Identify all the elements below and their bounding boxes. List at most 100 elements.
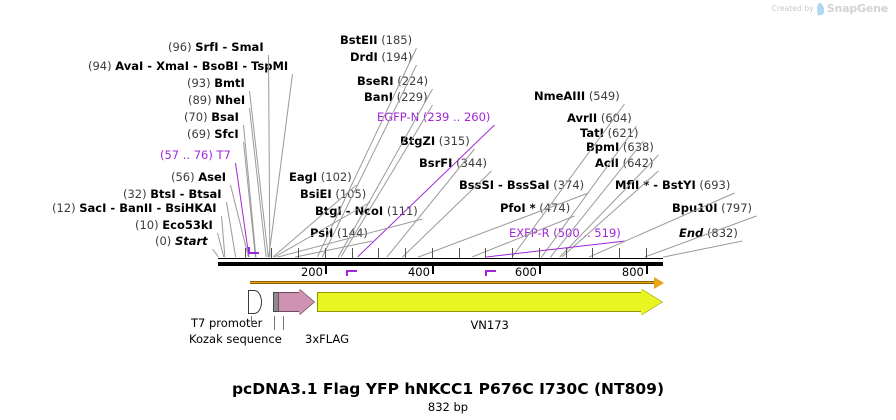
site-label-s11[interactable]: (0) Start [155, 234, 208, 248]
site-name: BsrFI [419, 156, 453, 170]
site-name: End [679, 226, 704, 240]
site-position: (111) [386, 204, 418, 218]
feature-caption-stem [283, 316, 284, 330]
ruler-minor-tick [566, 248, 567, 258]
site-position: (621) [607, 126, 639, 140]
primer-span-bar [345, 270, 358, 272]
site-name: T7 [216, 148, 231, 162]
site-name: Bpu10I [672, 201, 718, 215]
site-label-s22[interactable]: PsiI (144) [310, 226, 368, 240]
site-label-s7[interactable]: (56) AseI [171, 171, 226, 183]
site-name: BtgZI [400, 134, 436, 148]
ruler-minor-tick [646, 248, 647, 258]
promoter-caption-stem [251, 316, 252, 326]
site-separator: - [649, 178, 663, 192]
site-name: BsoBI [201, 59, 239, 73]
site-label-s31[interactable]: MflI * - BstYI (693) [615, 178, 730, 192]
site-separator: - [143, 59, 157, 73]
site-name: BtgI [315, 204, 342, 218]
site-label-s10[interactable]: (10) Eco53kI [135, 219, 213, 231]
feature-caption-stem [274, 316, 275, 330]
site-position: (105) [335, 187, 367, 201]
feature-caption-kozak-sequence: Kozak sequence [189, 332, 282, 346]
ruler-top-rail [218, 258, 663, 259]
site-separator: - [218, 40, 232, 54]
feature-caption-3xflag: 3xFLAG [305, 332, 349, 346]
site-label-s2[interactable]: (93) BmtI [187, 77, 245, 89]
site-label-s29[interactable]: PfoI * (474) [500, 202, 570, 214]
site-label-s23[interactable]: NmeAIII (549) [534, 89, 620, 103]
site-label-s12[interactable]: BstEII (185) [340, 34, 412, 46]
leader-line-s1 [268, 73, 293, 258]
snapgene-watermark: Created by SnapGene [772, 2, 889, 15]
t7-promoter-shape[interactable] [248, 290, 263, 314]
site-position: (315) [438, 134, 470, 148]
site-label-s9[interactable]: (12) SacI - BanII - BsiHKAI [52, 201, 217, 215]
ruler-tick-label: 200 [300, 265, 323, 279]
site-position: (344) [456, 156, 488, 170]
site-position: (642) [622, 156, 654, 170]
site-position: (89) [188, 93, 212, 107]
site-position: (0) [155, 234, 172, 248]
site-name: SacI [79, 201, 107, 215]
site-name: EagI [289, 170, 318, 184]
site-label-s32[interactable]: Bpu10I (797) [672, 201, 752, 215]
orf-arrow-shaft[interactable] [250, 281, 655, 284]
site-separator: - [341, 204, 355, 218]
primer-span-tick [485, 270, 488, 276]
ruler-major-tick [539, 266, 541, 274]
site-label-s15[interactable]: BanI (229) [364, 90, 428, 104]
vn173-arrow-body[interactable] [316, 292, 642, 312]
site-label-s25[interactable]: TatI (621) [580, 126, 639, 140]
ruler-minor-tick [245, 248, 246, 258]
site-label-s6[interactable]: (57 .. 76) T7 [160, 148, 231, 162]
vn173-feature-label: VN173 [470, 318, 509, 332]
leader-line-s15 [340, 104, 433, 258]
site-position: (549) [588, 89, 620, 103]
site-label-s18[interactable]: BsrFI (344) [419, 156, 488, 170]
ruler-tick-label: 800 [621, 265, 644, 279]
site-label-s33[interactable]: End (832) [679, 226, 738, 240]
site-position: (102) [320, 170, 352, 184]
site-label-s14[interactable]: BseRI (224) [357, 74, 428, 88]
flag-arrow-body[interactable] [278, 292, 301, 312]
site-label-s24[interactable]: AvrII (604) [567, 111, 632, 125]
primer-span-tick [345, 270, 348, 276]
site-name: MflI * [615, 178, 650, 192]
site-position: (94) [88, 59, 112, 73]
site-label-s4[interactable]: (70) BsaI [184, 111, 239, 123]
ruler-minor-tick [325, 248, 326, 258]
site-position: (32) [123, 187, 147, 201]
ruler-major-tick [432, 266, 434, 274]
site-name: DrdI [350, 50, 378, 64]
site-position: (239 .. 260) [422, 110, 491, 124]
site-label-s19[interactable]: EagI (102) [289, 170, 352, 184]
primer-span-tick [248, 247, 251, 253]
site-label-s27[interactable]: AclI (642) [595, 156, 654, 170]
site-name: BanI [364, 90, 393, 104]
site-name: BssSaI [506, 178, 550, 192]
ruler-minor-tick [512, 248, 513, 258]
site-name: BseRI [357, 74, 394, 88]
leader-line-s32 [644, 215, 757, 258]
site-name: AvrII [567, 111, 598, 125]
snapgene-leaf-icon [817, 3, 824, 15]
site-label-s16[interactable]: EGFP-N (239 .. 260) [377, 110, 491, 124]
site-label-s17[interactable]: BtgZI (315) [400, 134, 470, 148]
ruler-minor-tick [432, 248, 433, 258]
site-position: (144) [336, 226, 368, 240]
site-label-s3[interactable]: (89) NheI [188, 93, 245, 107]
site-label-s5[interactable]: (69) SfcI [187, 128, 239, 140]
site-label-s20[interactable]: BsiEI (105) [300, 187, 367, 201]
leader-line-s33 [663, 240, 743, 258]
site-label-s0[interactable]: (96) SrfI - SmaI [168, 40, 264, 54]
site-label-s1[interactable]: (94) AvaI - XmaI - BsoBI - TspMI [88, 59, 288, 73]
primer-span-bar [485, 270, 496, 272]
site-position: (229) [396, 90, 428, 104]
ruler-tick-label: 600 [514, 265, 537, 279]
leader-line-s8 [226, 201, 237, 258]
site-label-s8[interactable]: (32) BtsI - BtsaI [123, 187, 222, 201]
site-label-s13[interactable]: DrdI (194) [350, 50, 412, 64]
ruler-minor-tick [271, 248, 272, 258]
